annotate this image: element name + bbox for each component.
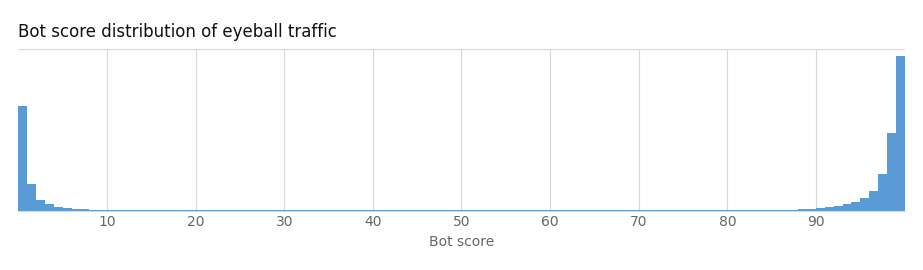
X-axis label: Bot score: Bot score <box>429 235 494 249</box>
Bar <box>825 207 833 211</box>
Bar <box>781 210 789 211</box>
Bar <box>18 106 28 211</box>
Bar <box>772 210 781 211</box>
Bar <box>878 174 887 211</box>
Bar <box>98 210 107 211</box>
Bar <box>161 210 169 211</box>
Bar <box>869 191 878 211</box>
Bar <box>142 210 151 211</box>
Bar <box>63 208 72 211</box>
Bar <box>90 210 98 211</box>
Bar <box>860 198 869 211</box>
Bar <box>745 210 754 211</box>
Bar <box>178 210 186 211</box>
Bar <box>843 204 851 211</box>
Bar <box>213 210 222 211</box>
Bar <box>134 210 142 211</box>
Bar <box>169 210 178 211</box>
Bar <box>36 200 45 211</box>
Bar <box>851 202 860 211</box>
Bar <box>798 209 807 211</box>
Bar <box>196 210 205 211</box>
Bar <box>205 210 213 211</box>
Bar <box>754 210 762 211</box>
Bar <box>80 209 90 211</box>
Bar <box>107 210 116 211</box>
Text: Bot score distribution of eyeball traffic: Bot score distribution of eyeball traffi… <box>18 23 337 42</box>
Bar <box>116 210 125 211</box>
Bar <box>833 206 843 211</box>
Bar <box>222 210 231 211</box>
Bar <box>54 207 63 211</box>
Bar <box>45 204 54 211</box>
Bar <box>240 210 249 211</box>
Bar <box>231 210 240 211</box>
Bar <box>28 184 36 211</box>
Bar <box>186 210 196 211</box>
Bar <box>807 209 816 211</box>
Bar <box>895 56 905 211</box>
Bar <box>151 210 161 211</box>
Bar <box>72 209 80 211</box>
Bar <box>816 208 825 211</box>
Bar <box>887 133 895 211</box>
Bar <box>762 210 772 211</box>
Bar <box>789 210 798 211</box>
Bar <box>125 210 134 211</box>
